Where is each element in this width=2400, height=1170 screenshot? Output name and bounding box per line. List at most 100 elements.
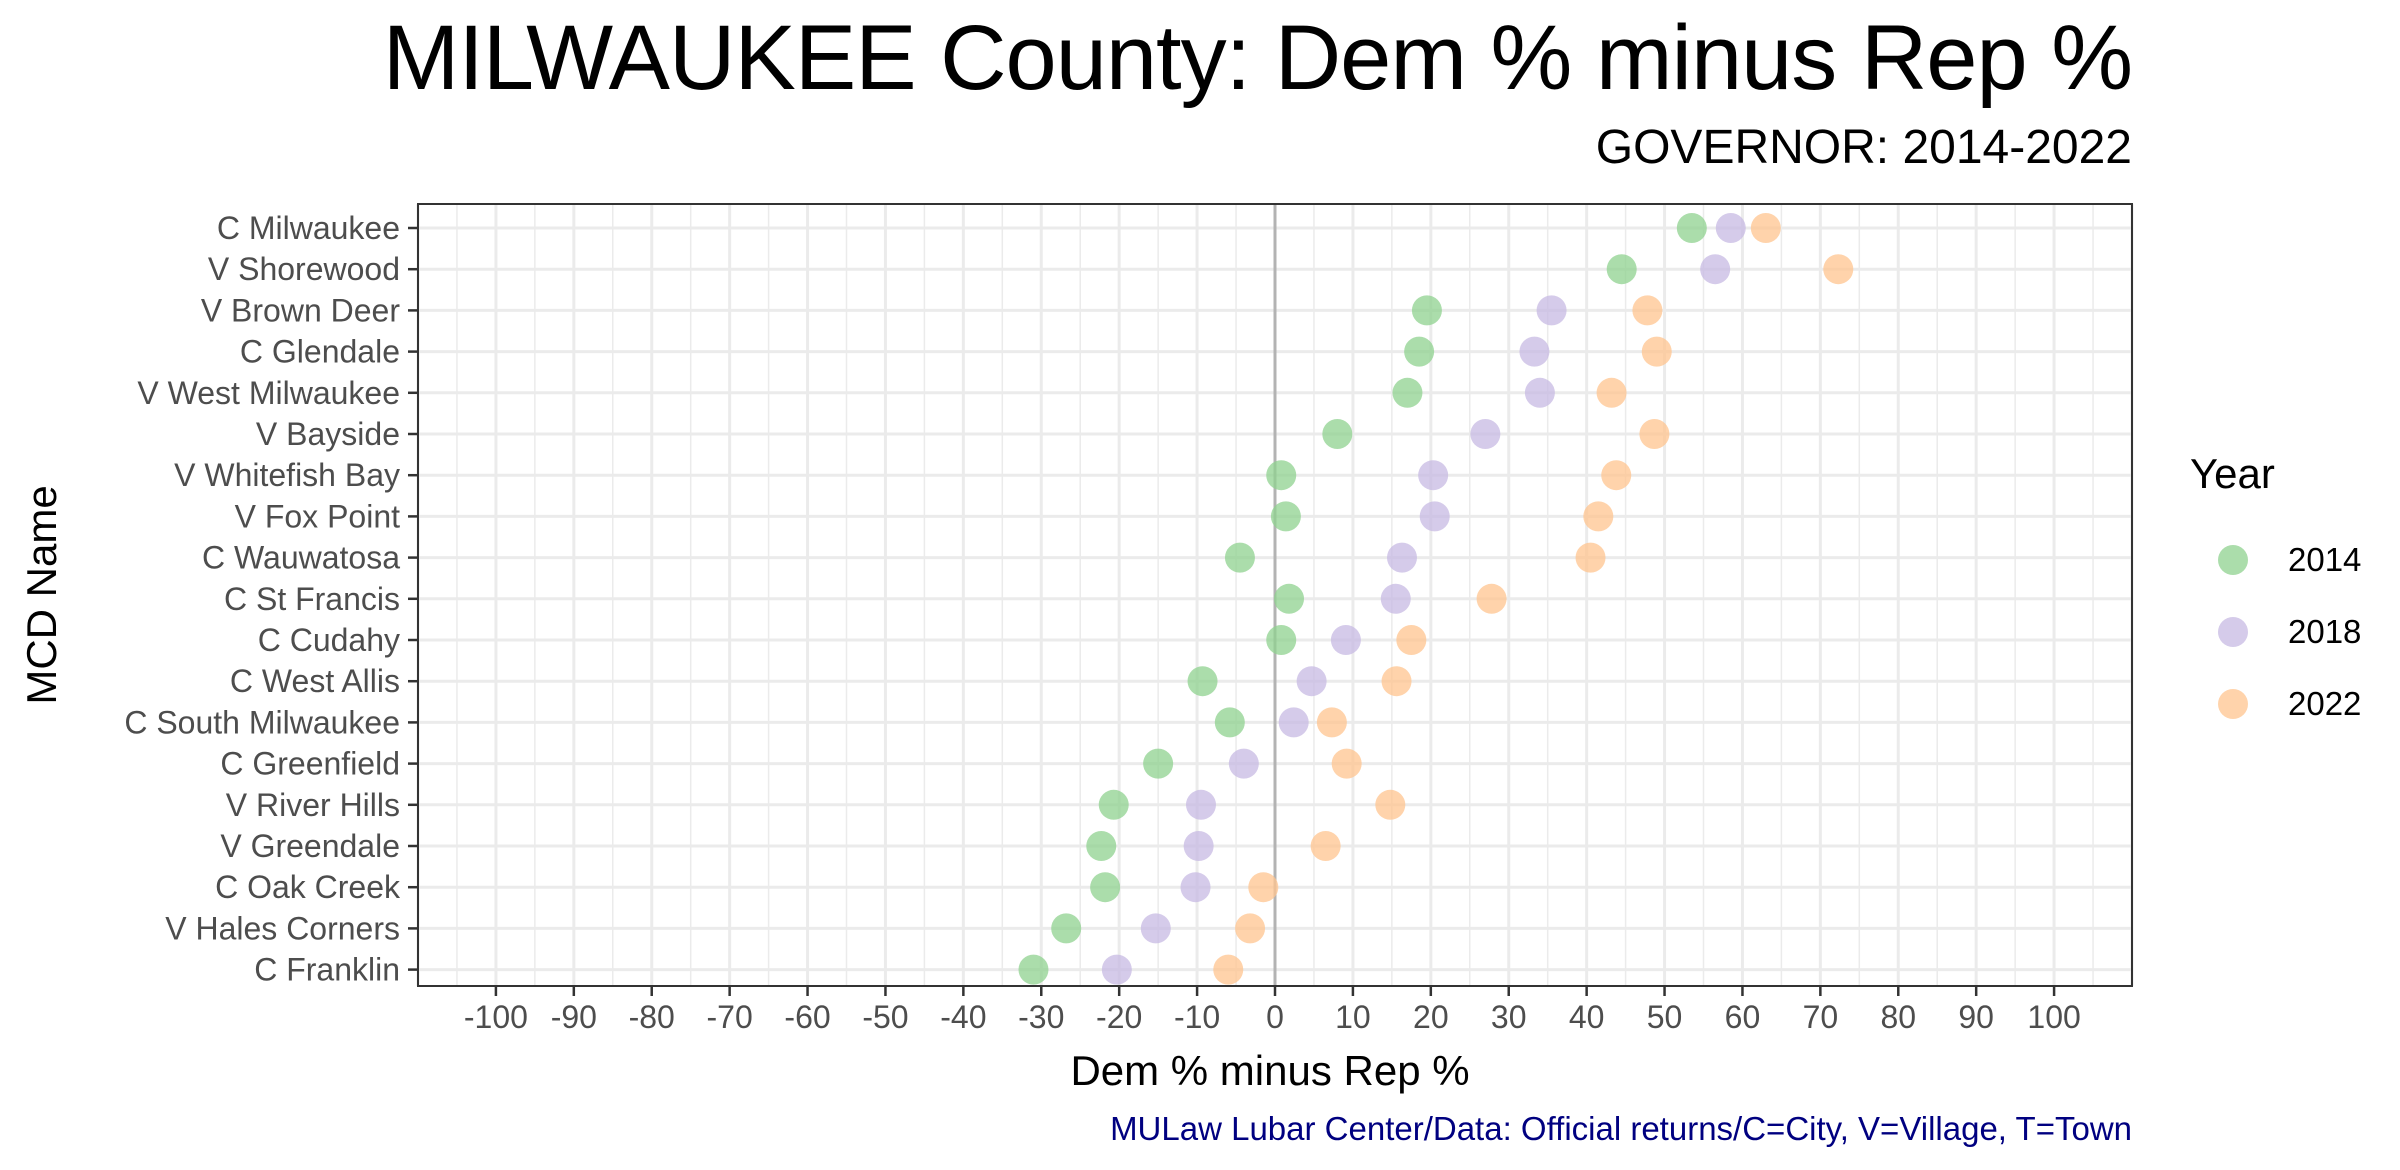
point-2014 (1086, 831, 1117, 861)
x-axis: -100 -90 -80 -70 -60 -50 -40 -30 -20 -10 0 10 20 30 40… (464, 986, 2081, 1035)
chart-title: MILWAUKEE County: Dem % minus Rep % (382, 7, 2133, 109)
point-2014 (1143, 748, 1174, 779)
x-tick-label: -30 (1018, 999, 1064, 1035)
point-2022 (1575, 542, 1606, 573)
point-2022 (1213, 954, 1244, 985)
point-2022 (1601, 460, 1632, 491)
point-2022 (1331, 748, 1362, 779)
legend-swatch-2018 (2218, 617, 2248, 647)
point-2018 (1524, 377, 1555, 408)
point-2014 (1224, 542, 1255, 573)
point-2018 (1278, 707, 1309, 738)
point-2018 (1380, 583, 1411, 614)
point-2014 (1051, 913, 1082, 944)
y-tick-label: V West Milwaukee (137, 375, 400, 411)
point-2018 (1140, 913, 1171, 944)
legend-label-2014: 2014 (2288, 541, 2362, 578)
x-tick-label: -40 (940, 999, 986, 1035)
point-2022 (1639, 419, 1670, 449)
point-2014 (1274, 583, 1305, 614)
legend-item-2014: 2014 (2190, 524, 2361, 596)
point-2018 (1419, 501, 1450, 532)
x-tick-label: -100 (464, 999, 528, 1035)
y-tick-label: V Brown Deer (201, 292, 401, 328)
x-axis-title: Dem % minus Rep % (1070, 1047, 1469, 1094)
point-2014 (1214, 707, 1245, 738)
x-tick-label: 90 (1958, 999, 1994, 1035)
y-tick-label: C Oak Creek (215, 869, 401, 905)
point-2022 (1476, 583, 1507, 614)
point-2022 (1396, 625, 1427, 655)
point-2018 (1228, 748, 1259, 779)
x-tick-label: -80 (629, 999, 675, 1035)
x-tick-label: 20 (1413, 999, 1449, 1035)
legend-label-2018: 2018 (2288, 613, 2362, 650)
y-tick-label: V Hales Corners (165, 910, 400, 946)
x-tick-label: 40 (1569, 999, 1605, 1035)
point-2018 (1183, 831, 1214, 861)
point-2018 (1296, 666, 1327, 697)
y-axis: C Milwaukee V Shorewood V Brown Deer C Glen… (124, 210, 418, 988)
point-2022 (1583, 501, 1614, 532)
x-tick-label: -10 (1174, 999, 1220, 1035)
point-2014 (1606, 254, 1637, 285)
point-2014 (1322, 419, 1353, 449)
y-tick-label: V Bayside (256, 416, 400, 452)
source-caption: MULaw Lubar Center/Data: Official return… (1110, 1110, 2132, 1147)
point-2018 (1180, 872, 1211, 903)
point-2014 (1098, 789, 1129, 820)
point-2018 (1418, 460, 1449, 491)
y-tick-label: C St Francis (224, 581, 400, 617)
x-tick-label: 50 (1647, 999, 1683, 1035)
y-tick-label: V Fox Point (235, 498, 401, 534)
legend: Year 2014 2018 2022 (2190, 450, 2361, 740)
point-2018 (1536, 295, 1567, 326)
x-tick-label: -70 (707, 999, 753, 1035)
point-2022 (1381, 666, 1412, 697)
y-tick-label: C Cudahy (258, 622, 400, 658)
point-2022 (1641, 336, 1672, 367)
legend-swatch-2014 (2218, 545, 2248, 575)
legend-item-2018: 2018 (2190, 596, 2361, 668)
point-2018 (1519, 336, 1550, 367)
point-2018 (1101, 954, 1132, 985)
point-2022 (1823, 254, 1854, 285)
x-tick-label: -20 (1096, 999, 1142, 1035)
point-2014 (1187, 666, 1218, 697)
point-2014 (1090, 872, 1121, 903)
point-2014 (1676, 213, 1707, 243)
chart-subtitle: GOVERNOR: 2014-2022 (1595, 121, 2132, 174)
y-tick-label: V Shorewood (208, 251, 400, 287)
point-2018 (1470, 419, 1501, 449)
x-tick-label: 70 (1803, 999, 1839, 1035)
y-tick-label: C Milwaukee (217, 210, 400, 246)
y-tick-label: V River Hills (226, 787, 400, 823)
point-2014 (1266, 460, 1297, 491)
y-tick-label: V Whitefish Bay (174, 457, 400, 493)
x-tick-label: -60 (784, 999, 830, 1035)
x-tick-label: 10 (1335, 999, 1371, 1035)
point-2022 (1632, 295, 1663, 326)
point-2018 (1185, 789, 1216, 820)
x-tick-label: 80 (1880, 999, 1916, 1035)
x-tick-label: -90 (551, 999, 597, 1035)
point-2022 (1248, 872, 1279, 903)
x-tick-label: 0 (1266, 999, 1284, 1035)
legend-item-2022: 2022 (2190, 668, 2361, 740)
data-points (1018, 213, 1854, 985)
point-2018 (1386, 542, 1417, 573)
point-2014 (1404, 336, 1435, 367)
point-2018 (1700, 254, 1731, 285)
x-tick-label: 60 (1725, 999, 1761, 1035)
legend-title: Year (2190, 450, 2275, 497)
grid-lines (416, 204, 2134, 986)
point-2022 (1375, 789, 1406, 820)
point-2018 (1715, 213, 1746, 243)
point-2022 (1310, 831, 1341, 861)
y-axis-title: MCD Name (18, 485, 65, 704)
legend-swatch-2022 (2218, 689, 2248, 719)
point-2014 (1392, 377, 1423, 408)
point-2022 (1235, 913, 1266, 944)
y-tick-label: V Greendale (220, 828, 400, 864)
